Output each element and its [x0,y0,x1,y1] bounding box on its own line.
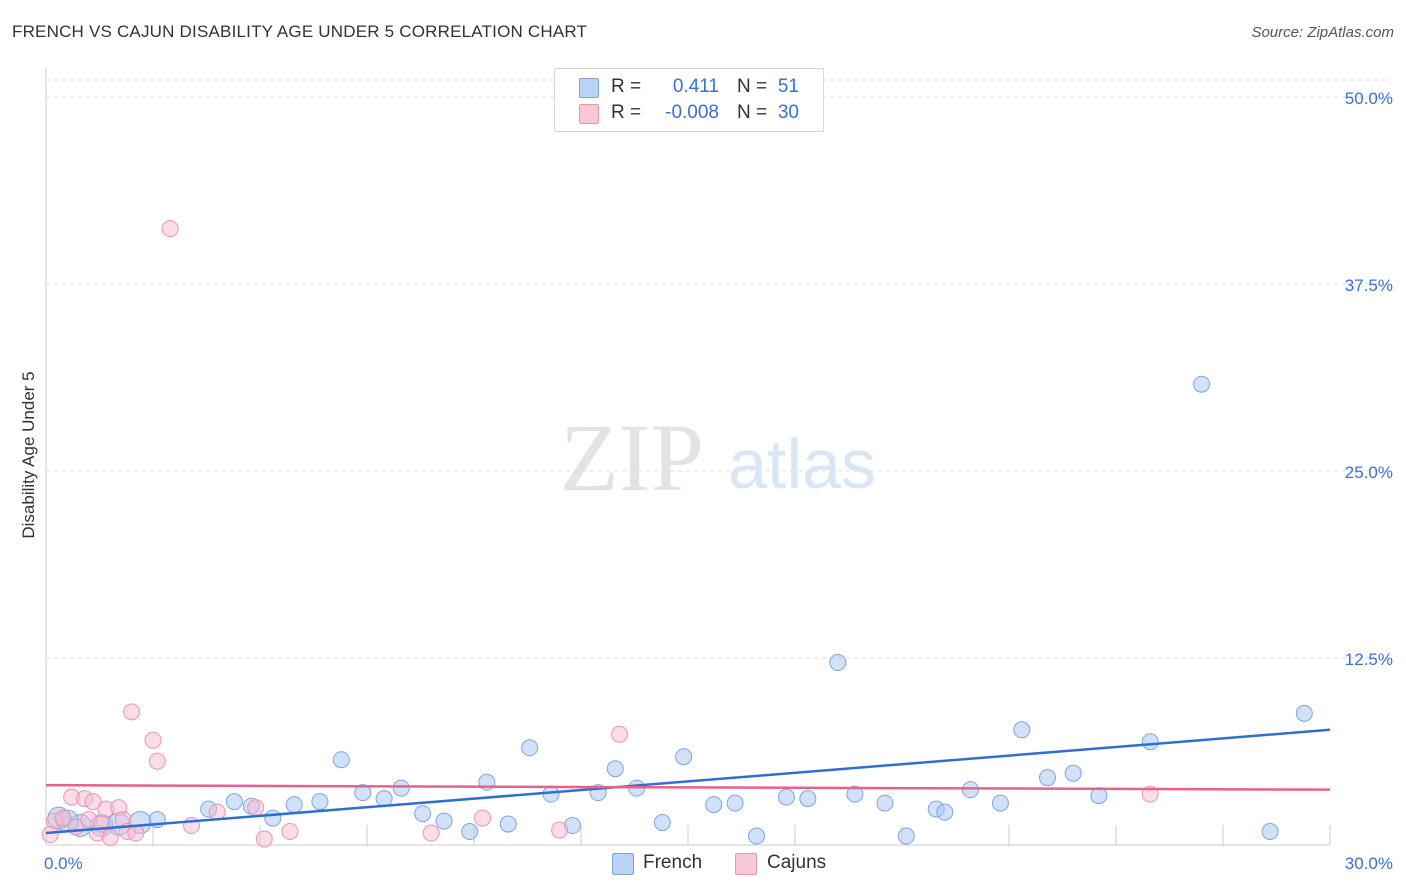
y-tick-label: 25.0% [1345,463,1393,482]
french-point [876,794,894,812]
tick-labels: 12.5% 25.0% 37.5% 50.0% 0.0% 30.0% [44,89,1393,873]
y-axis-label: Disability Age Under 5 [19,371,38,538]
cajun-trendline [45,783,1331,791]
x-tick-label: 0.0% [44,854,83,873]
french-point [521,739,539,757]
french-r-value: 0.411 [672,76,719,97]
source-label: Source: ZipAtlas.com [1251,24,1394,41]
cajun-point [255,830,273,848]
watermark-atlas: atlas [728,425,876,503]
y-tick-label: 37.5% [1345,276,1393,295]
french-point [1141,733,1159,751]
french-point [606,760,624,778]
french-point [225,793,243,811]
french-point [936,803,954,821]
french-point [354,784,372,802]
french-point [705,796,723,814]
correlation-legend: R = 0.411 N = 51 R = -0.008 N = 30 [554,68,824,132]
french-trendline [45,728,1331,835]
french-point [675,748,693,766]
french-point [846,785,864,803]
cajun-point [551,821,569,839]
trendlines [45,728,1331,835]
cajun-point [474,809,492,827]
french-point [897,827,915,845]
french-r-label: R = [611,76,642,97]
bottom-legend-french-swatch [612,853,634,875]
french-point [414,805,432,823]
watermark-zip: ZIP [560,404,704,511]
french-point [435,812,453,830]
cajun-point [144,731,162,749]
cajuns-r-value: -0.008 [665,102,719,123]
cajun-point [161,220,179,238]
cajun-point [247,799,265,817]
french-point [799,790,817,808]
y-tick-label: 12.5% [1345,650,1393,669]
cajun-point [281,823,299,841]
french-point [264,809,282,827]
cajun-point [41,826,59,844]
french-point [285,796,303,814]
french-point [1064,764,1082,782]
french-point [747,827,765,845]
bottom-legend-french: French [612,851,722,877]
french-point [499,815,517,833]
french-n-value: 51 [777,76,799,97]
cajuns-n-value: 30 [777,102,799,123]
cajuns-r-label: R = [611,102,642,123]
cajuns-swatch [579,104,599,124]
x-tick-label: 30.0% [1345,854,1393,873]
chart-title: FRENCH VS CAJUN DISABILITY AGE UNDER 5 C… [12,22,588,41]
cajun-point [148,752,166,770]
french-point [461,823,479,841]
watermark: ZIP atlas [560,404,876,511]
french-point [726,794,744,812]
french-point [311,793,329,811]
bottom-legend-cajuns-label: Cajuns [767,852,827,873]
french-point [332,751,350,769]
series-cajuns [41,220,1159,848]
french-n-label: N = [737,76,768,97]
french-point [1039,769,1057,787]
cajun-point [54,809,72,827]
cajuns-n-label: N = [737,102,768,123]
french-swatch [579,78,599,98]
bottom-legend-french-label: French [643,852,703,873]
cajun-point [422,824,440,842]
cajun-point [101,829,119,847]
french-point [392,779,410,797]
french-point [1013,721,1031,739]
bottom-legend-cajuns-swatch [735,853,757,875]
french-point [1261,823,1279,841]
grid-lines [46,79,1390,659]
cajun-point [84,793,102,811]
cajun-point [123,703,141,721]
french-point [991,794,1009,812]
french-point [777,788,795,806]
french-point [542,785,560,803]
french-point [1295,704,1313,722]
french-point [829,653,847,671]
french-point [653,814,671,832]
french-point [1193,375,1211,393]
y-tick-label: 50.0% [1345,89,1393,108]
cajun-point [611,725,629,743]
bottom-legend-cajuns: Cajuns [735,851,845,877]
